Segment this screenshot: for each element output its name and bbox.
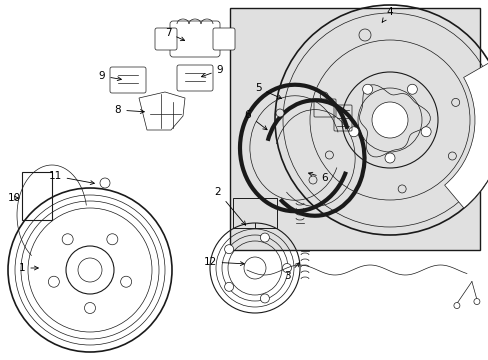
FancyBboxPatch shape	[213, 28, 235, 50]
Circle shape	[48, 276, 59, 287]
Circle shape	[84, 302, 95, 314]
Circle shape	[420, 127, 430, 137]
Text: 4: 4	[381, 7, 392, 22]
Circle shape	[325, 151, 333, 159]
Circle shape	[447, 152, 455, 160]
Text: 6: 6	[308, 172, 327, 183]
Wedge shape	[444, 63, 488, 208]
Bar	[229, 8, 479, 250]
FancyBboxPatch shape	[110, 67, 146, 93]
Circle shape	[62, 234, 73, 245]
Text: 9: 9	[99, 71, 121, 81]
Text: 3: 3	[283, 263, 299, 281]
Circle shape	[384, 153, 394, 163]
Text: 9: 9	[201, 65, 223, 77]
Circle shape	[121, 276, 131, 287]
FancyBboxPatch shape	[155, 28, 177, 50]
Bar	[232, 198, 276, 228]
Circle shape	[282, 264, 291, 273]
Text: 2: 2	[214, 187, 245, 225]
Circle shape	[244, 257, 265, 279]
Circle shape	[224, 282, 233, 291]
Text: 5: 5	[254, 83, 281, 99]
Text: 12: 12	[203, 257, 244, 267]
FancyBboxPatch shape	[170, 21, 220, 57]
Text: 7: 7	[164, 28, 184, 41]
Bar	[22, 172, 52, 220]
Circle shape	[260, 294, 269, 303]
Circle shape	[100, 178, 110, 188]
Circle shape	[106, 234, 118, 245]
Text: 1: 1	[19, 263, 38, 273]
Circle shape	[320, 92, 327, 100]
Circle shape	[260, 233, 269, 242]
Circle shape	[371, 102, 407, 138]
Text: 6: 6	[244, 110, 266, 130]
Circle shape	[453, 302, 459, 309]
Circle shape	[78, 258, 102, 282]
Circle shape	[362, 84, 372, 94]
Circle shape	[451, 98, 459, 107]
Circle shape	[348, 127, 358, 137]
Circle shape	[308, 176, 316, 184]
Circle shape	[397, 185, 406, 193]
Text: 8: 8	[115, 105, 144, 115]
Circle shape	[224, 245, 233, 254]
FancyBboxPatch shape	[177, 65, 213, 91]
Circle shape	[407, 84, 416, 94]
Polygon shape	[139, 92, 184, 130]
Circle shape	[473, 298, 479, 305]
Text: 10: 10	[7, 193, 20, 203]
Circle shape	[358, 29, 370, 41]
Circle shape	[275, 109, 284, 117]
Circle shape	[66, 246, 114, 294]
Text: 11: 11	[48, 171, 94, 185]
